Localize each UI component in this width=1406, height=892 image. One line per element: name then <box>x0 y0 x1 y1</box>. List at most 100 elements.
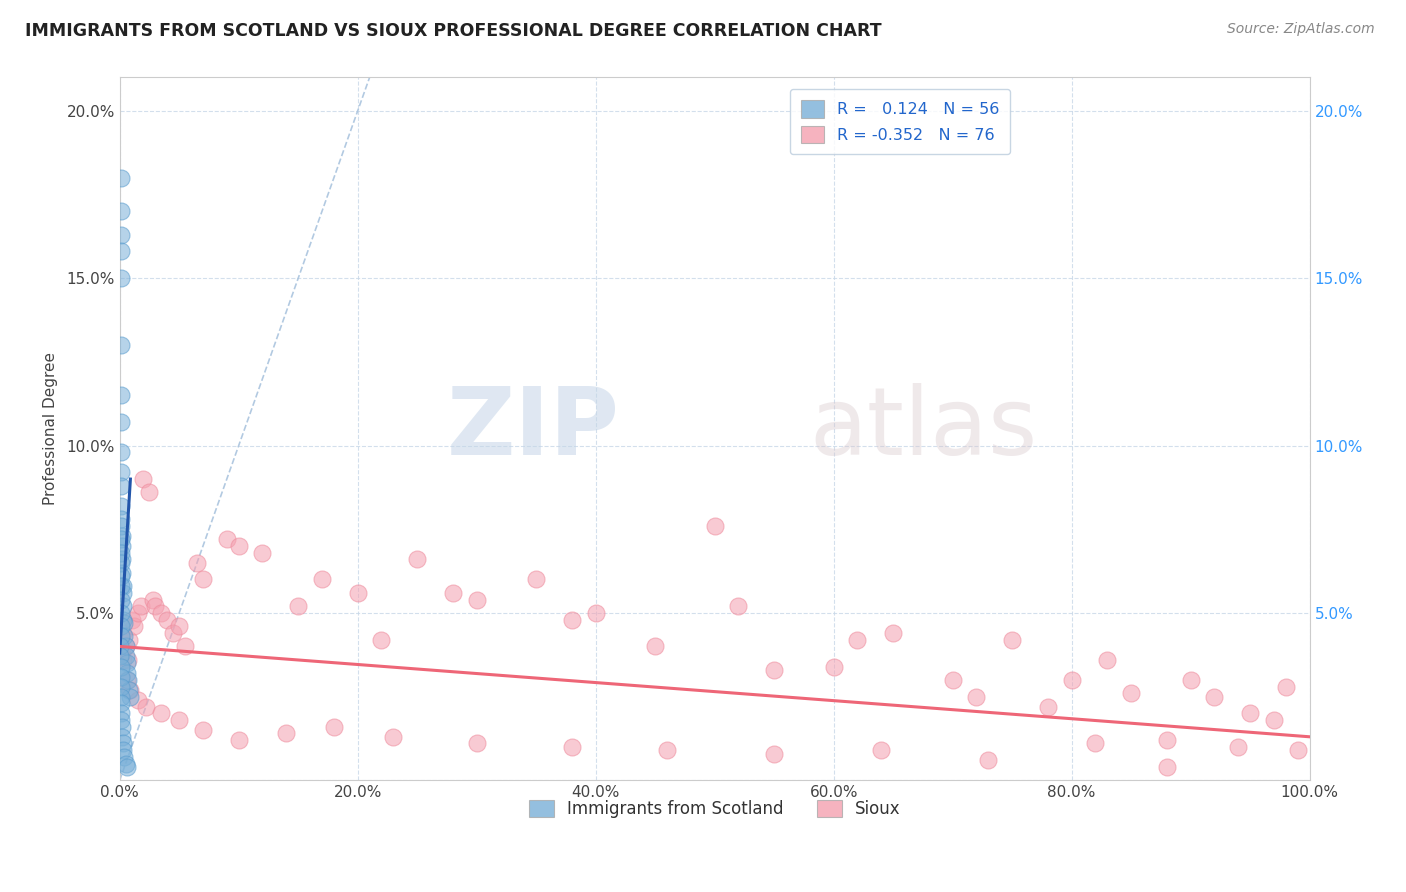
Point <box>120 690 142 704</box>
Point <box>110 696 132 710</box>
Point <box>228 539 250 553</box>
Point <box>823 659 845 673</box>
Point <box>111 579 134 593</box>
Point <box>167 619 190 633</box>
Point <box>1263 713 1285 727</box>
Point <box>112 613 135 627</box>
Point <box>167 713 190 727</box>
Point <box>465 737 488 751</box>
Point <box>1084 737 1107 751</box>
Point <box>112 743 135 757</box>
Point <box>561 613 583 627</box>
Point <box>1204 690 1226 704</box>
Point <box>110 579 132 593</box>
Point <box>110 706 132 721</box>
Point <box>115 760 138 774</box>
Point <box>115 656 138 670</box>
Point <box>215 533 238 547</box>
Point <box>110 227 132 242</box>
Point <box>110 338 132 352</box>
Point <box>120 682 142 697</box>
Point <box>110 690 132 704</box>
Point <box>191 573 214 587</box>
Point <box>228 733 250 747</box>
Point <box>110 204 132 219</box>
Point <box>110 388 132 402</box>
Point <box>121 613 143 627</box>
Point <box>1180 673 1202 687</box>
Point <box>112 586 135 600</box>
Point <box>322 720 344 734</box>
Point <box>942 673 965 687</box>
Point <box>110 479 132 493</box>
Point <box>162 626 184 640</box>
Point <box>441 586 464 600</box>
Point <box>1001 632 1024 647</box>
Point <box>110 669 132 683</box>
Point <box>122 619 145 633</box>
Point <box>882 626 904 640</box>
Point <box>110 632 132 647</box>
Point <box>114 756 136 771</box>
Point <box>112 599 135 614</box>
Point <box>127 606 149 620</box>
Point <box>191 723 214 737</box>
Point <box>1239 706 1261 721</box>
Point <box>1227 739 1250 754</box>
Point <box>129 599 152 614</box>
Point <box>110 606 132 620</box>
Point <box>110 271 132 285</box>
Point <box>111 646 134 660</box>
Point <box>110 556 132 570</box>
Point <box>1156 733 1178 747</box>
Point <box>111 720 134 734</box>
Point <box>763 663 786 677</box>
Point <box>117 653 139 667</box>
Point <box>346 586 368 600</box>
Point <box>110 629 132 643</box>
Point <box>110 512 132 526</box>
Point <box>1036 699 1059 714</box>
Point <box>585 606 607 620</box>
Point <box>135 699 157 714</box>
Point <box>311 573 333 587</box>
Point <box>114 649 136 664</box>
Point <box>110 592 132 607</box>
Point <box>110 680 132 694</box>
Point <box>150 606 173 620</box>
Point <box>118 682 141 697</box>
Point <box>114 640 136 654</box>
Point <box>114 640 136 654</box>
Text: atlas: atlas <box>810 383 1038 475</box>
Point <box>114 629 136 643</box>
Point <box>142 592 165 607</box>
Text: Source: ZipAtlas.com: Source: ZipAtlas.com <box>1227 22 1375 37</box>
Point <box>1286 743 1309 757</box>
Point <box>252 546 274 560</box>
Point <box>110 569 132 583</box>
Point <box>138 485 160 500</box>
Point <box>145 599 167 614</box>
Point <box>1060 673 1083 687</box>
Point <box>111 552 134 566</box>
Point <box>703 519 725 533</box>
Y-axis label: Professional Degree: Professional Degree <box>44 352 58 506</box>
Point <box>110 244 132 259</box>
Point <box>115 666 138 681</box>
Point <box>1275 680 1298 694</box>
Point <box>110 533 132 547</box>
Point <box>110 640 132 654</box>
Point <box>110 649 132 664</box>
Point <box>1121 686 1143 700</box>
Point <box>763 747 786 761</box>
Point <box>382 730 405 744</box>
Point <box>110 546 132 560</box>
Point <box>114 750 136 764</box>
Point <box>524 573 547 587</box>
Point <box>118 632 141 647</box>
Point <box>870 743 893 757</box>
Point <box>110 466 132 480</box>
Point <box>112 737 135 751</box>
Point <box>114 615 136 630</box>
Point <box>370 632 392 647</box>
